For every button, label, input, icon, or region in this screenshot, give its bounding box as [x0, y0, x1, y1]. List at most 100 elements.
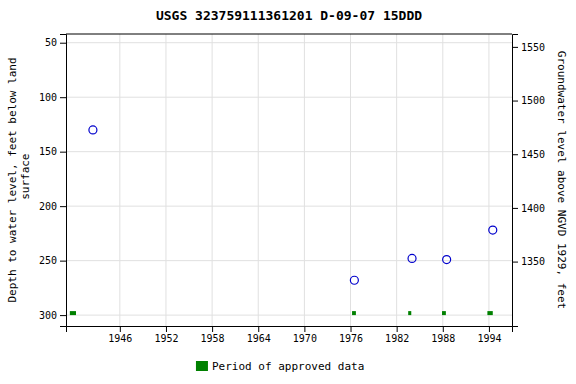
grid-line	[258, 34, 259, 326]
period-bar	[408, 311, 411, 315]
tick-label: 1550	[521, 42, 545, 53]
period-bar	[487, 311, 492, 315]
tick-mark	[351, 326, 352, 332]
tick: 1970	[293, 326, 317, 344]
tick-label: 1952	[154, 333, 178, 344]
plot: 1946 1952 1958 1964 1970 1976 1982 1988 1994 50 10…	[6, 34, 568, 344]
tick-label: 1964	[247, 333, 271, 344]
tick-mark	[60, 315, 66, 316]
tick-label: 1450	[521, 149, 545, 160]
tick-label: 50	[45, 37, 57, 48]
point	[489, 226, 497, 234]
grid	[66, 34, 512, 326]
tick-mark	[60, 152, 66, 153]
tick-mark	[512, 101, 518, 102]
tick-label: 1400	[521, 203, 545, 214]
grid-line	[66, 206, 512, 207]
tick-label: 1976	[339, 333, 363, 344]
tick-label: 1982	[385, 333, 409, 344]
frame	[66, 34, 512, 35]
tick: 1976	[339, 326, 363, 344]
series	[70, 311, 493, 315]
grid-line	[66, 151, 512, 152]
tick-label: 1958	[201, 333, 225, 344]
series	[89, 126, 497, 284]
period-bar	[352, 311, 356, 315]
y-axis-title: Depth to water level, feet below land su…	[6, 57, 32, 302]
tick-label: 1946	[108, 333, 132, 344]
tick: 1982	[385, 326, 409, 344]
axis-line	[67, 327, 513, 333]
grid-line	[304, 34, 305, 326]
tick: 1952	[154, 326, 178, 344]
tick-mark	[60, 43, 66, 44]
tick: 1958	[201, 326, 225, 344]
tick-label: 200	[39, 201, 57, 212]
tick: 1550	[512, 42, 545, 53]
tick: 1994	[477, 326, 501, 344]
y-axis: 50 100 150 200 250 300	[39, 35, 67, 327]
tick: 200	[39, 201, 66, 212]
chart: 1946 1952 1958 1964 1970 1976 1982 1988 1994 50 10…	[0, 0, 576, 384]
tick-label: 1970	[293, 333, 317, 344]
tick-mark	[304, 326, 305, 332]
tick-label: 1988	[431, 333, 455, 344]
point	[350, 276, 358, 284]
title: USGS 323759111361201 D-09-07 15DDD	[156, 8, 422, 23]
tick: 250	[39, 255, 66, 266]
tick-mark	[397, 326, 398, 332]
axis-line	[513, 35, 519, 327]
tick-label: 1500	[521, 95, 545, 106]
grid-line	[66, 97, 512, 98]
period-bar	[442, 311, 446, 315]
tick-label: 300	[39, 310, 57, 321]
grid-line	[442, 34, 443, 326]
tick-label: 100	[39, 92, 57, 103]
grid-line	[66, 42, 512, 43]
tick-mark	[512, 47, 518, 48]
tick: 300	[39, 310, 66, 321]
grid-line	[488, 34, 489, 326]
x-axis: 1946 1952 1958 1964 1970 1976 1982 1988 1994	[67, 326, 513, 344]
tick-mark	[212, 326, 213, 332]
tick-mark	[60, 206, 66, 207]
legend-label: Period of approved data	[212, 360, 364, 373]
tick-mark	[512, 208, 518, 209]
tick: 100	[39, 92, 66, 103]
tick-mark	[512, 262, 518, 263]
y2-axis: 1350 1400 1450 1500 1550	[512, 35, 545, 327]
tick-mark	[512, 154, 518, 155]
grid-line	[396, 34, 397, 326]
y2-axis-title: Groundwater level above NGVD 1929, feet	[555, 51, 568, 309]
period-bar	[70, 311, 76, 315]
tick-mark	[120, 326, 121, 332]
tick-label: 250	[39, 255, 57, 266]
tick-label: 1994	[477, 333, 501, 344]
tick-mark	[60, 97, 66, 98]
tick-label: 1350	[521, 256, 545, 267]
tick: 1964	[247, 326, 271, 344]
marks	[70, 126, 497, 315]
grid-line	[165, 34, 166, 326]
legend-swatch	[196, 361, 208, 371]
tick: 1450	[512, 149, 545, 160]
tick: 150	[39, 146, 66, 157]
tick: 1988	[431, 326, 455, 344]
legend-item: Period of approved data	[196, 360, 364, 373]
tick-mark	[166, 326, 167, 332]
grid-line	[119, 34, 120, 326]
point	[408, 254, 416, 262]
grid-line	[66, 260, 512, 261]
axis-line	[60, 35, 67, 327]
tick: 50	[45, 37, 66, 48]
tick-label: 150	[39, 146, 57, 157]
legend: Period of approved data	[196, 360, 364, 373]
tick-mark	[258, 326, 259, 332]
point	[89, 126, 97, 134]
tick: 1500	[512, 95, 545, 106]
point	[443, 256, 451, 264]
tick-mark	[489, 326, 490, 332]
tick: 1350	[512, 256, 545, 267]
tick: 1400	[512, 203, 545, 214]
tick: 1946	[108, 326, 132, 344]
